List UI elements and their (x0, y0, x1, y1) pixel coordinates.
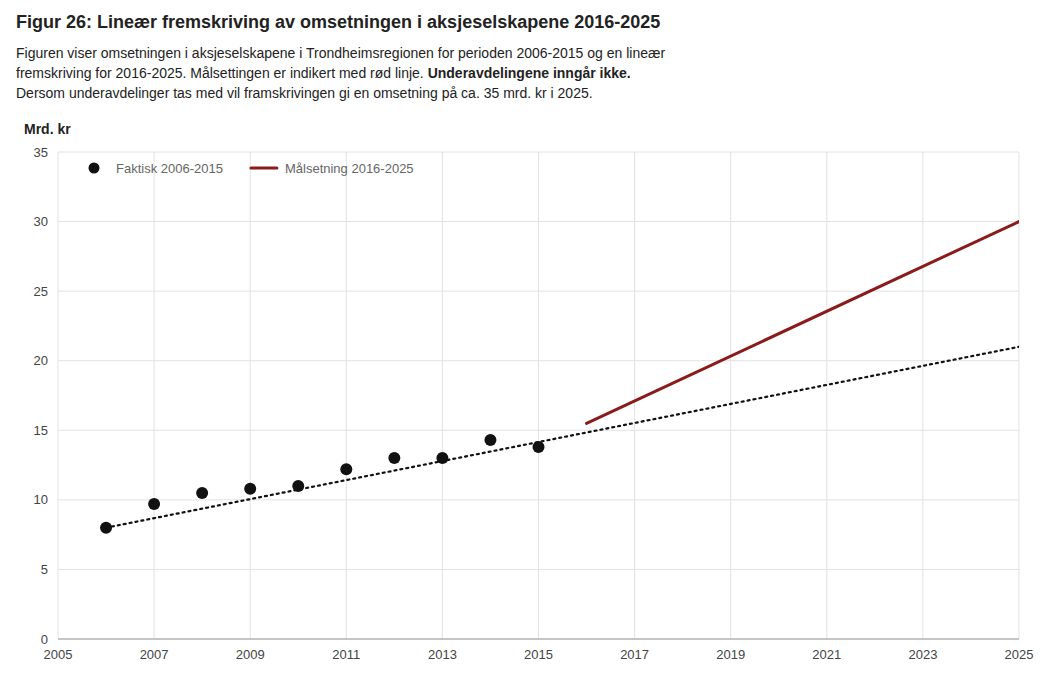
x-tick-label: 2007 (140, 647, 169, 662)
y-tick-label: 25 (34, 284, 48, 299)
x-grid-line (730, 152, 731, 639)
scatter-point (388, 452, 400, 464)
x-grid-line (442, 152, 443, 639)
header: Figur 26: Lineær fremskriving av omsetni… (0, 0, 1047, 108)
y-tick-label: 35 (34, 145, 48, 160)
x-grid-line (826, 152, 827, 639)
x-tick-label: 2019 (716, 647, 745, 662)
title: Figur 26: Lineær fremskriving av omsetni… (16, 12, 1031, 33)
legend-label: Faktisk 2006-2015 (116, 161, 223, 176)
y-axis-label: Mrd. kr (24, 121, 71, 137)
x-grid-line (634, 152, 635, 639)
scatter-point (244, 483, 256, 495)
x-grid-line (58, 152, 59, 639)
legend-label: Målsetning 2016-2025 (285, 161, 414, 176)
y-tick-label: 30 (34, 214, 48, 229)
scatter-point (100, 522, 112, 534)
x-tick-label: 2015 (524, 647, 553, 662)
x-tick-label: 2009 (236, 647, 265, 662)
x-tick-label: 2005 (44, 647, 73, 662)
chart-svg: 0510152025303520052007200920112013201520… (0, 108, 1047, 675)
axes: 0510152025303520052007200920112013201520… (34, 145, 1034, 663)
series-line (106, 347, 1019, 528)
y-grid-line (58, 639, 1019, 640)
scatter-point (196, 487, 208, 499)
x-grid-line (346, 152, 347, 639)
x-tick-label: 2017 (620, 647, 649, 662)
legend: Faktisk 2006-2015 Målsetning 2016-2025 (89, 161, 414, 176)
y-tick-label: 0 (41, 632, 48, 647)
scatter-point (484, 434, 496, 446)
x-tick-label: 2023 (908, 647, 937, 662)
scatter-point (436, 452, 448, 464)
y-tick-label: 5 (41, 562, 48, 577)
x-grid-line (154, 152, 155, 639)
x-tick-label: 2021 (812, 647, 841, 662)
y-tick-label: 20 (34, 353, 48, 368)
legend-swatch (89, 163, 100, 174)
x-tick-label: 2011 (332, 647, 360, 662)
x-tick-label: 2013 (428, 647, 457, 662)
scatter-point (340, 463, 352, 475)
legend-swatch (251, 167, 277, 170)
plot-area (100, 222, 1019, 534)
series-line (587, 222, 1019, 424)
x-grid-line (1019, 152, 1020, 639)
subtitle-text: Figuren viser omsetningen i aksjeselskap… (16, 45, 665, 61)
subtitle-line: Dersom underavdelinger tas med vil frams… (16, 83, 1031, 103)
subtitle-text: fremskriving for 2016-2025. Målsettingen… (16, 65, 428, 81)
subtitle-bold: Underavdelingene inngår ikke. (428, 65, 631, 81)
subtitle-text: Dersom underavdelinger tas med vil frams… (16, 85, 593, 101)
y-tick-label: 15 (34, 423, 48, 438)
x-grid-line (922, 152, 923, 639)
scatter-series (100, 434, 544, 534)
scatter-point (148, 498, 160, 510)
y-tick-label: 10 (34, 492, 48, 507)
subtitle-line: fremskriving for 2016-2025. Målsettingen… (16, 63, 1031, 83)
chart-container: 0510152025303520052007200920112013201520… (0, 108, 1047, 675)
x-tick-label: 2025 (1005, 647, 1034, 662)
subtitle-line: Figuren viser omsetningen i aksjeselskap… (16, 43, 1031, 63)
scatter-point (292, 480, 304, 492)
subtitle: Figuren viser omsetningen i aksjeselskap… (16, 43, 1031, 103)
scatter-point (533, 441, 545, 453)
x-grid-line (538, 152, 539, 639)
x-axis-line (58, 639, 1019, 640)
grid (58, 152, 1019, 639)
x-grid-line (250, 152, 251, 639)
